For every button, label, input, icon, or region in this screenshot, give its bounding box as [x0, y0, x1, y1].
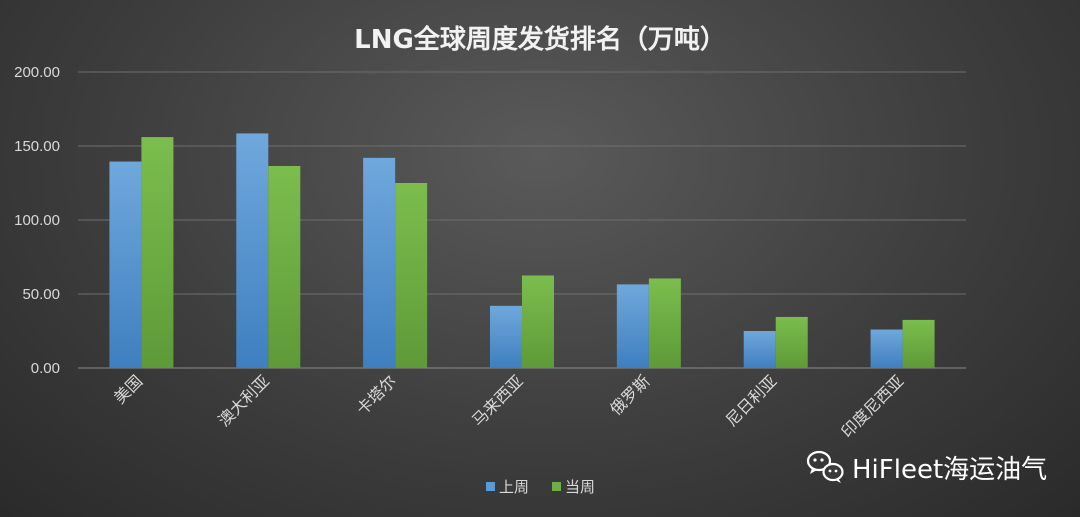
bar-this-week: [648, 278, 681, 368]
bar-this-week: [268, 165, 301, 368]
category-label: 马来西亚: [468, 371, 527, 430]
y-axis: 0.00 50.00 100.00 150.00 200.00: [14, 64, 60, 377]
bar-last-week: [236, 133, 269, 368]
category-label: 美国: [110, 371, 146, 407]
category-label: 卡塔尔: [353, 371, 400, 418]
bar-this-week: [902, 319, 935, 368]
bar-this-week: [141, 137, 174, 368]
bar-this-week: [522, 275, 554, 368]
legend-label: 上周: [499, 478, 529, 496]
category-label: 澳大利亚: [214, 371, 273, 430]
bar-last-week: [870, 329, 903, 368]
legend-swatch: [486, 482, 495, 491]
bar-last-week: [363, 157, 396, 368]
y-tick-label: 150.00: [14, 138, 60, 155]
y-tick-label: 50.00: [22, 286, 60, 303]
y-tick-label: 100.00: [14, 212, 60, 229]
watermark: HiFleet海运油气: [806, 450, 1047, 485]
bar-last-week: [616, 284, 649, 368]
bar-this-week: [775, 316, 808, 368]
category-label: 印度尼西亚: [837, 371, 907, 441]
legend: 上周 当周: [486, 478, 595, 496]
bar-last-week: [490, 305, 522, 368]
y-tick-label: 0.00: [31, 360, 60, 377]
watermark-text: HiFleet海运油气: [852, 455, 1047, 485]
bars: [109, 133, 935, 368]
category-label: 俄罗斯: [606, 371, 653, 418]
wechat-icon: [806, 450, 844, 483]
chart-title: LNG全球周度发货排名（万吨）: [354, 24, 726, 55]
legend-swatch: [552, 482, 561, 491]
bar-last-week: [109, 161, 142, 368]
bar-this-week: [395, 183, 428, 368]
legend-label: 当周: [565, 478, 595, 496]
y-tick-label: 200.00: [14, 64, 60, 81]
bar-last-week: [743, 331, 776, 368]
category-label: 尼日利亚: [722, 371, 781, 430]
x-axis: 美国 澳大利亚 卡塔尔 马来西亚 俄罗斯 尼日利亚 印度尼西亚: [110, 371, 907, 441]
